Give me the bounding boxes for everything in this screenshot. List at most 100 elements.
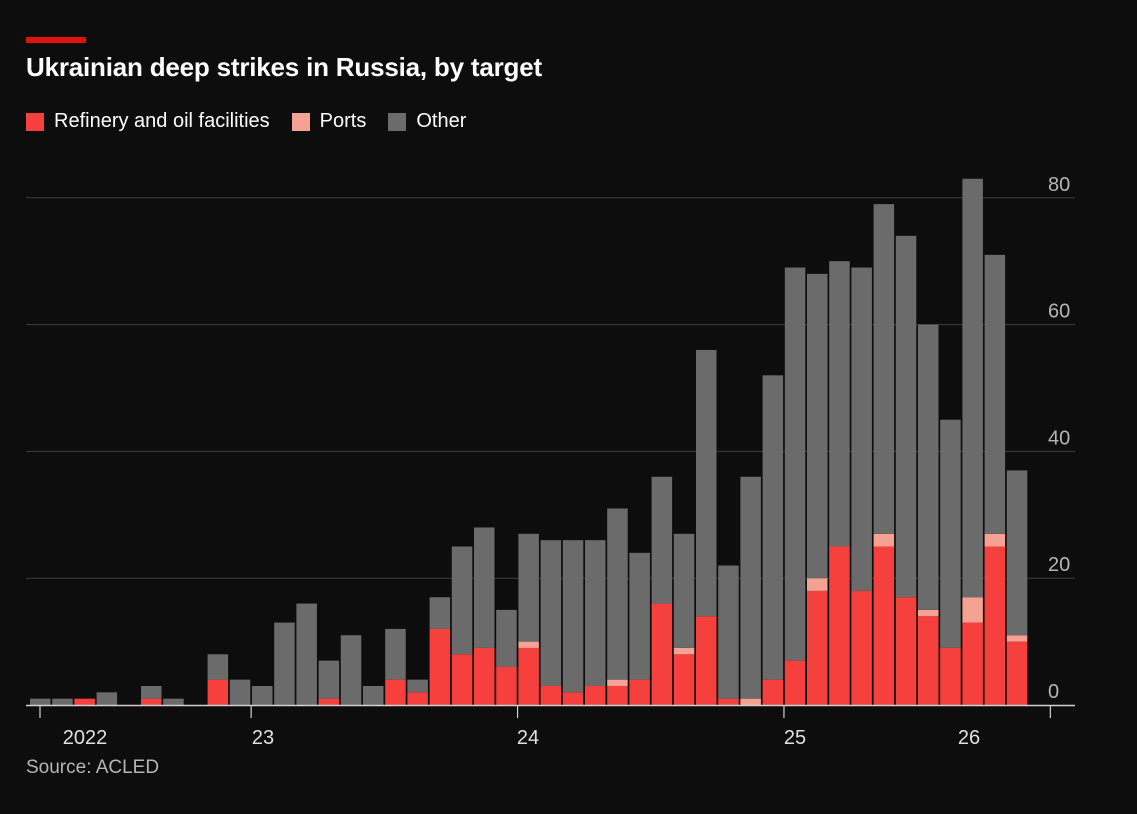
legend: Refinery and oil facilities Ports Other <box>26 110 488 133</box>
bar-segment-refinery <box>518 647 539 705</box>
bar-segment-other <box>518 533 539 642</box>
bar-segment-other <box>274 622 295 705</box>
bar-segment-other <box>540 540 562 686</box>
bar-segment-refinery <box>784 660 806 705</box>
bar-segment-other <box>873 204 895 534</box>
y-tick-label: 40 <box>1048 427 1070 449</box>
x-tick-label: 24 <box>517 727 539 749</box>
source-note: Source: ACLED <box>26 757 160 778</box>
bar-segment-refinery <box>540 685 562 705</box>
bar-segment-other <box>829 261 850 547</box>
bar-segment-refinery <box>962 622 983 705</box>
chart-title: Ukrainian deep strikes in Russia, by tar… <box>26 52 542 82</box>
bar-segment-other <box>407 679 428 693</box>
bar-segment-other <box>340 635 362 705</box>
bar-segment-other <box>607 508 628 680</box>
bar-segment-ports <box>873 533 895 547</box>
bar-segment-refinery <box>318 698 340 705</box>
bar-segment-other <box>429 597 451 629</box>
bar-segment-ports <box>518 641 539 648</box>
bar-segment-other <box>52 698 73 705</box>
bar-segment-refinery <box>762 679 784 705</box>
bar-segment-refinery <box>651 603 673 705</box>
legend-item-refinery: Refinery and oil facilities <box>26 110 270 133</box>
bar-segment-refinery <box>407 692 428 705</box>
bar-segment-other <box>585 540 606 686</box>
bar-segment-refinery <box>585 685 606 705</box>
bar-segment-refinery <box>851 590 872 705</box>
bar-segment-refinery <box>74 698 95 705</box>
legend-label-ports: Ports <box>319 110 367 132</box>
bar-segment-other <box>363 685 384 705</box>
bar-segment-refinery <box>496 666 517 705</box>
bar-segment-ports <box>984 533 1006 547</box>
bar-segment-other <box>30 698 51 705</box>
bar-segment-refinery <box>940 647 961 705</box>
x-tick-label: 25 <box>784 727 806 749</box>
bar-segment-refinery <box>141 698 162 705</box>
bar-segment-refinery <box>474 647 495 705</box>
bar-segment-other <box>851 267 872 591</box>
y-tick-label: 80 <box>1048 174 1070 196</box>
bar-segment-ports <box>607 679 628 686</box>
legend-item-ports: Ports <box>291 110 367 133</box>
bar-segment-other <box>918 324 939 610</box>
legend-swatch-other <box>388 112 407 131</box>
bar-segment-other <box>163 698 184 705</box>
bar-segment-refinery <box>829 546 850 705</box>
bar-segment-other <box>807 273 828 579</box>
bar-segment-ports <box>807 578 828 591</box>
bar-segment-ports <box>740 698 761 705</box>
bar-segment-other <box>718 565 739 699</box>
bar-segment-other <box>651 476 673 604</box>
bar-segment-refinery <box>207 679 229 705</box>
bar-segment-other <box>940 419 961 648</box>
bar-segment-refinery <box>696 616 717 705</box>
y-tick-label: 0 <box>1048 681 1059 703</box>
bar-segment-other <box>296 603 317 705</box>
bar-segment-refinery <box>562 692 584 705</box>
bar-segment-refinery <box>873 546 895 705</box>
bar-segment-other <box>784 267 806 661</box>
bar-segment-ports <box>1006 635 1028 642</box>
bar-segment-refinery <box>984 546 1006 705</box>
bar-segment-other <box>474 527 495 648</box>
bar-segment-refinery <box>673 654 695 705</box>
bar-segment-refinery <box>629 679 650 705</box>
bar-segment-refinery <box>385 679 406 705</box>
legend-swatch-ports <box>291 112 310 131</box>
legend-label-other: Other <box>416 110 467 132</box>
bar-segment-refinery <box>607 685 628 705</box>
bar-segment-other <box>207 654 229 680</box>
bar-segment-other <box>629 552 650 680</box>
bar-segment-refinery <box>451 654 473 705</box>
bar-segment-refinery <box>429 628 451 705</box>
x-tick-label: 26 <box>958 727 980 749</box>
legend-swatch-refinery <box>26 112 44 131</box>
bar-segment-other <box>562 540 584 693</box>
bar-segment-other <box>984 254 1006 534</box>
bar-segment-other <box>252 685 273 705</box>
bar-segment-other <box>141 685 162 699</box>
bar-segment-other <box>385 628 406 680</box>
accent-bar <box>26 37 86 43</box>
y-tick-label: 20 <box>1048 554 1070 576</box>
bar-segment-other <box>673 533 695 648</box>
bar-segment-refinery <box>1006 641 1028 705</box>
bar-segment-refinery <box>718 698 739 705</box>
bar-segment-other <box>696 349 717 617</box>
legend-label-refinery: Refinery and oil facilities <box>54 110 270 132</box>
y-tick-label: 60 <box>1048 301 1070 323</box>
bar-segment-other <box>451 546 473 655</box>
x-tick-label: 23 <box>252 727 274 749</box>
bar-segment-ports <box>673 647 695 655</box>
bar-segment-other <box>962 178 983 598</box>
x-tick-label: 2022 <box>63 727 108 749</box>
bar-segment-other <box>96 692 118 705</box>
bar-segment-refinery <box>918 616 939 705</box>
bar-segment-refinery <box>895 597 917 705</box>
bar-segment-ports <box>962 597 983 623</box>
bar-segment-refinery <box>807 590 828 705</box>
bar-segment-other <box>496 609 517 667</box>
